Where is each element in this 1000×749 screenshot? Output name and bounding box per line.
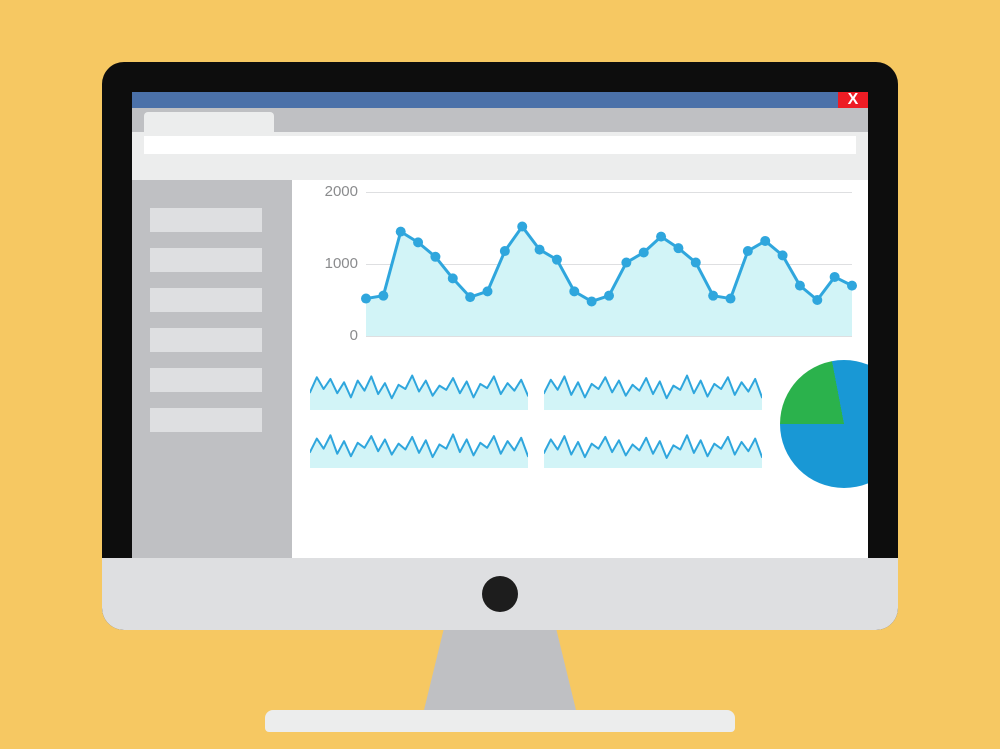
- chart-marker: [830, 272, 840, 282]
- monitor: X 010002000: [102, 62, 898, 630]
- chart-marker: [691, 258, 701, 268]
- chart-marker: [500, 246, 510, 256]
- chart-marker: [378, 291, 388, 301]
- chart-marker: [483, 286, 493, 296]
- chart-marker: [726, 294, 736, 304]
- chart-marker: [795, 281, 805, 291]
- chart-marker: [604, 291, 614, 301]
- window-titlebar: [132, 92, 868, 108]
- chart-marker: [708, 291, 718, 301]
- toolbar: [132, 132, 868, 180]
- sidebar-item[interactable]: [150, 208, 262, 232]
- monitor-stand-base: [265, 710, 735, 732]
- chart-marker: [656, 232, 666, 242]
- camera-icon: [482, 576, 518, 612]
- url-bar[interactable]: [144, 136, 856, 154]
- chart-area: [366, 227, 852, 336]
- sparkline: [310, 424, 528, 470]
- chart-marker: [639, 247, 649, 257]
- main-chart: 010002000: [310, 186, 858, 342]
- chart-marker: [552, 255, 562, 265]
- chart-marker: [673, 243, 683, 253]
- content: 010002000: [132, 180, 868, 558]
- chart-marker: [448, 273, 458, 283]
- close-icon: X: [848, 92, 859, 109]
- sparkline: [544, 366, 762, 412]
- chart-marker: [361, 294, 371, 304]
- sidebar-item[interactable]: [150, 248, 262, 272]
- sparkline: [310, 366, 528, 412]
- chart-marker: [430, 252, 440, 262]
- pie-chart: [780, 360, 868, 488]
- monitor-stand-neck: [424, 628, 576, 710]
- chart-marker: [465, 292, 475, 302]
- screen: X 010002000: [132, 92, 868, 558]
- sidebar: [132, 180, 292, 558]
- chart-marker: [396, 227, 406, 237]
- sidebar-item[interactable]: [150, 288, 262, 312]
- sidebar-item[interactable]: [150, 408, 262, 432]
- chart-marker: [812, 295, 822, 305]
- stage: X 010002000: [0, 0, 1000, 749]
- active-tab[interactable]: [144, 112, 274, 132]
- sparkline: [544, 424, 762, 470]
- chart-marker: [778, 250, 788, 260]
- chart-marker: [743, 246, 753, 256]
- sidebar-item[interactable]: [150, 328, 262, 352]
- sidebar-item[interactable]: [150, 368, 262, 392]
- chart-marker: [535, 245, 545, 255]
- chart-marker: [517, 222, 527, 232]
- chart-marker: [413, 237, 423, 247]
- chart-marker: [569, 286, 579, 296]
- chart-marker: [847, 281, 857, 291]
- chart-marker: [587, 296, 597, 306]
- chart-marker: [621, 258, 631, 268]
- chart-marker: [760, 236, 770, 246]
